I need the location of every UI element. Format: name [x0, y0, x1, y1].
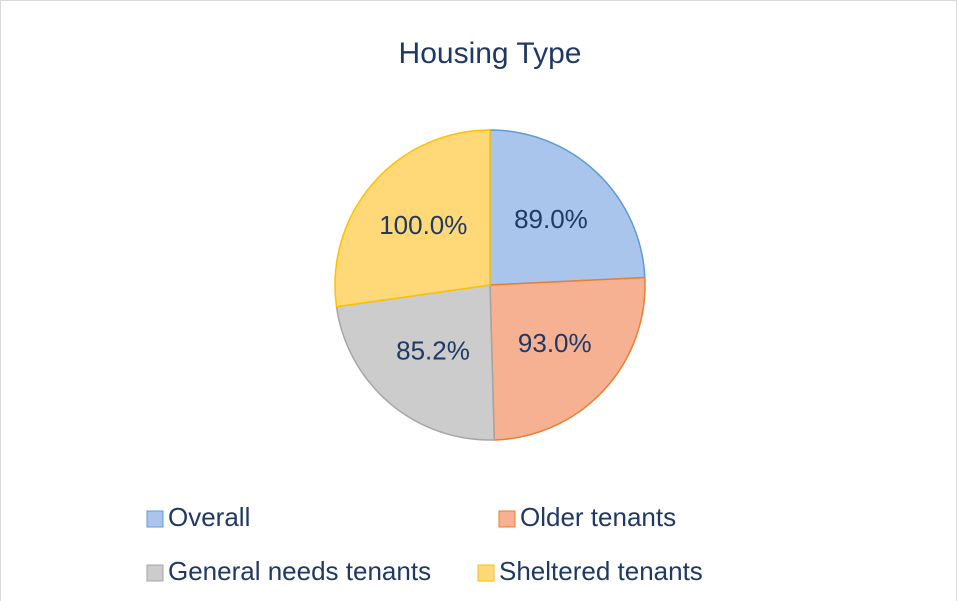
legend-label: Sheltered tenants	[499, 556, 703, 586]
legend-label: General needs tenants	[168, 556, 431, 586]
pie-slice	[489, 129, 646, 286]
legend-swatch	[146, 510, 164, 528]
legend-label: Overall	[168, 502, 250, 532]
legend-swatch	[498, 510, 516, 528]
pie-slice	[489, 276, 646, 441]
legend-label: Older tenants	[520, 502, 676, 532]
pie-slice	[334, 129, 491, 308]
legend-swatch	[146, 564, 164, 582]
data-label: 100.0%	[379, 210, 467, 240]
data-label: 85.2%	[396, 335, 470, 365]
legend-swatch	[477, 564, 495, 582]
chart-title: Housing Type	[399, 37, 582, 70]
data-label: 89.0%	[514, 204, 588, 234]
pie-slice	[335, 284, 496, 441]
data-label: 93.0%	[518, 328, 592, 358]
